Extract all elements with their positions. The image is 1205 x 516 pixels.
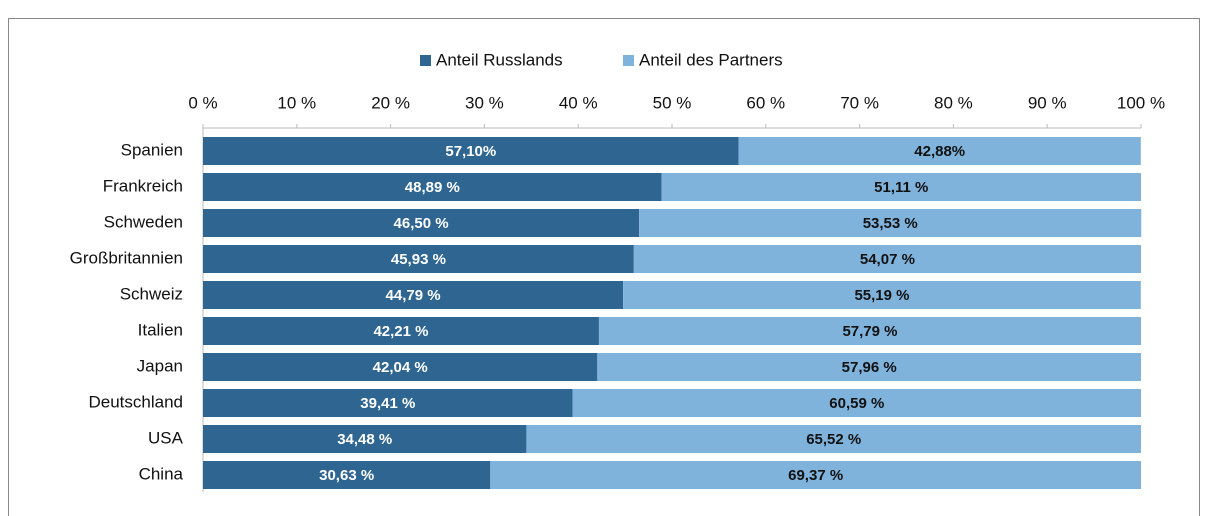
bar-segment — [203, 461, 491, 489]
x-tick-label: 10 % — [277, 93, 316, 112]
bar-segment — [633, 245, 1141, 273]
x-tick-label: 30 % — [465, 93, 504, 112]
bar-segment — [203, 425, 527, 453]
legend-swatch — [420, 55, 431, 66]
bar-segment — [598, 317, 1141, 345]
y-tick-label: Deutschland — [88, 392, 183, 411]
value-label: 57,10% — [445, 143, 496, 160]
bar-segment — [203, 389, 573, 417]
value-label: 60,59 % — [829, 395, 884, 412]
bar-segment — [623, 281, 1141, 309]
x-tick-label: 50 % — [653, 93, 692, 112]
x-tick-label: 60 % — [746, 93, 785, 112]
value-label: 45,93 % — [391, 251, 446, 268]
value-label: 44,79 % — [386, 287, 441, 304]
y-tick-label: China — [139, 464, 184, 483]
value-label: 46,50 % — [394, 215, 449, 232]
bar-segment — [203, 245, 634, 273]
value-label: 42,04 % — [373, 359, 428, 376]
bar-segment — [526, 425, 1141, 453]
value-label: 42,88% — [914, 143, 965, 160]
value-label: 57,79 % — [842, 323, 897, 340]
x-tick-label: 90 % — [1028, 93, 1067, 112]
y-tick-label: USA — [148, 428, 184, 447]
y-tick-label: Italien — [138, 320, 183, 339]
legend-label: Anteil des Partners — [639, 50, 783, 69]
value-label: 55,19 % — [854, 287, 909, 304]
legend-label: Anteil Russlands — [436, 50, 563, 69]
x-tick-label: 80 % — [934, 93, 973, 112]
bar-segment — [490, 461, 1141, 489]
x-tick-label: 40 % — [559, 93, 598, 112]
legend-swatch — [623, 55, 634, 66]
x-tick-label: 0 % — [188, 93, 217, 112]
value-label: 65,52 % — [806, 431, 861, 448]
y-tick-label: Frankreich — [103, 176, 183, 195]
value-label: 42,21 % — [373, 323, 428, 340]
value-label: 53,53 % — [863, 215, 918, 232]
bar-segment — [597, 353, 1141, 381]
bar-segment — [661, 173, 1141, 201]
bar-segment — [203, 173, 662, 201]
x-tick-label: 70 % — [840, 93, 879, 112]
y-tick-label: Schweden — [104, 212, 183, 231]
bar-segment — [203, 317, 599, 345]
value-label: 54,07 % — [860, 251, 915, 268]
bar-segment — [203, 281, 624, 309]
bar-segment — [203, 209, 640, 237]
bar-segment — [203, 353, 598, 381]
y-tick-label: Japan — [137, 356, 183, 375]
y-tick-label: Spanien — [121, 140, 183, 159]
value-label: 69,37 % — [788, 467, 843, 484]
y-tick-label: Schweiz — [120, 284, 183, 303]
x-tick-label: 20 % — [371, 93, 410, 112]
value-label: 51,11 % — [874, 179, 928, 196]
frame — [8, 18, 1200, 516]
y-tick-label: Großbritannien — [70, 248, 183, 267]
x-tick-label: 100 % — [1117, 93, 1165, 112]
value-label: 30,63 % — [319, 467, 374, 484]
bar-segment — [738, 137, 1141, 165]
bar-segment — [203, 137, 739, 165]
value-label: 57,96 % — [842, 359, 897, 376]
value-label: 39,41 % — [360, 395, 415, 412]
bar-segment — [572, 389, 1141, 417]
value-label: 34,48 % — [337, 431, 392, 448]
value-label: 48,89 % — [405, 179, 460, 196]
bar-segment — [639, 209, 1142, 237]
